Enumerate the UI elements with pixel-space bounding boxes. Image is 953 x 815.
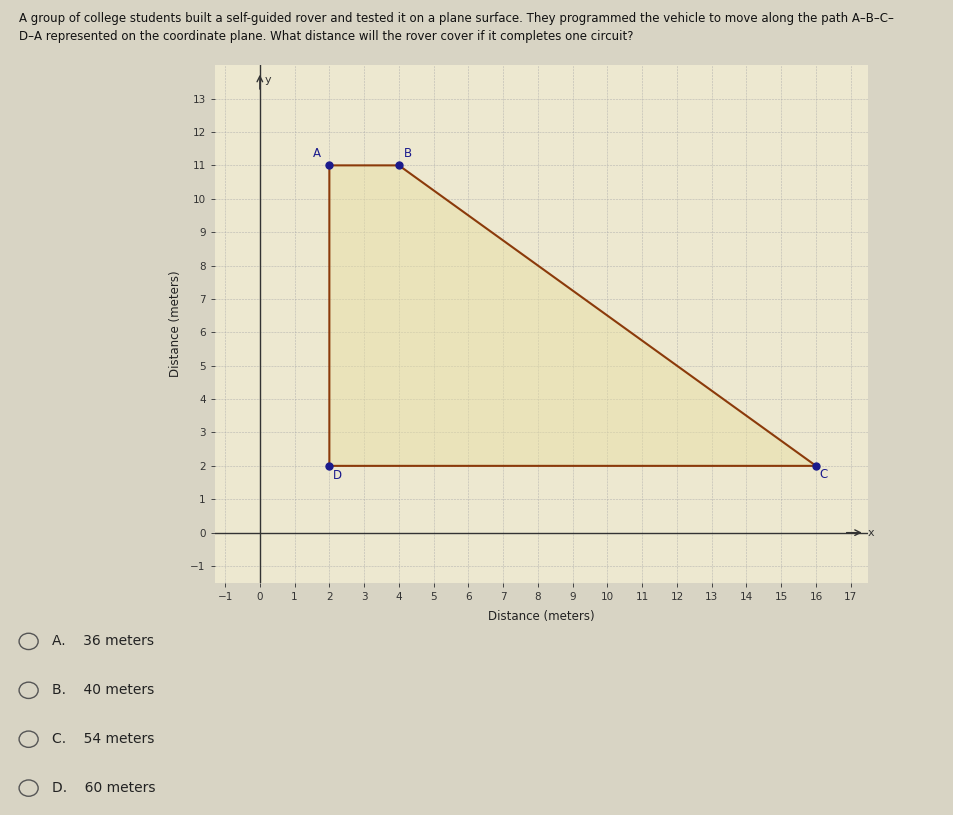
Y-axis label: Distance (meters): Distance (meters) <box>169 271 182 377</box>
Text: C: C <box>819 468 827 481</box>
Text: x: x <box>867 527 874 538</box>
Polygon shape <box>329 165 815 466</box>
Text: D–A represented on the coordinate plane. What distance will the rover cover if i: D–A represented on the coordinate plane.… <box>19 30 633 43</box>
Text: B: B <box>404 148 412 161</box>
Text: D: D <box>333 469 341 482</box>
Text: A group of college students built a self-guided rover and tested it on a plane s: A group of college students built a self… <box>19 12 893 25</box>
X-axis label: Distance (meters): Distance (meters) <box>488 610 594 623</box>
Text: C.    54 meters: C. 54 meters <box>52 732 154 747</box>
Text: B.    40 meters: B. 40 meters <box>52 683 154 698</box>
Text: A.    36 meters: A. 36 meters <box>52 634 154 649</box>
Text: A: A <box>313 148 320 161</box>
Text: D.    60 meters: D. 60 meters <box>52 781 155 795</box>
Text: y: y <box>265 75 272 86</box>
